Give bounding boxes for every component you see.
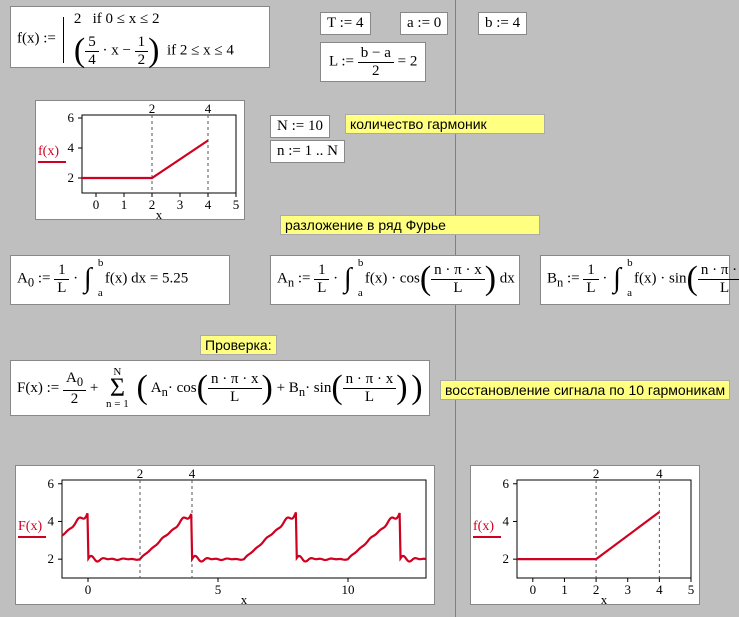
svg-text:x: x — [156, 207, 163, 221]
param-b: b := 4 — [478, 12, 527, 35]
svg-text:2: 2 — [149, 197, 156, 212]
svg-text:4: 4 — [48, 513, 55, 528]
svg-text:4: 4 — [656, 466, 663, 481]
svg-text:10: 10 — [342, 582, 355, 597]
eq-An: An := 1L · ∫ba f(x) · cos(n · π · xL) dx — [270, 255, 520, 305]
param-a: a := 0 — [400, 12, 448, 35]
eq-A0: A0 := 1L · ∫ba f(x) dx = 5.25 — [10, 255, 230, 305]
svg-text:0: 0 — [85, 582, 92, 597]
svg-text:2: 2 — [68, 170, 75, 185]
label-fourier: разложение в ряд Фурье — [280, 215, 540, 235]
vertical-divider — [455, 0, 456, 617]
svg-text:3: 3 — [177, 197, 184, 212]
svg-text:6: 6 — [503, 476, 510, 491]
param-T: T := 4 — [320, 12, 371, 35]
param-L: L := b − a2 = 2 — [320, 42, 426, 82]
param-n: n := 1 .. N — [270, 140, 345, 163]
svg-text:x: x — [241, 592, 248, 606]
svg-text:4: 4 — [503, 513, 510, 528]
plot-fx-copy: 24601234524xf(x) — [470, 465, 700, 605]
svg-text:2: 2 — [503, 551, 510, 566]
fx-definition: f(x) := 2 if 0 ≤ x ≤ 2 (54 · x − 12) if … — [10, 6, 270, 68]
label-recon: восстановление сигнала по 10 гармоникам — [440, 380, 730, 400]
svg-text:5: 5 — [688, 582, 695, 597]
svg-text:x: x — [601, 592, 608, 606]
fx-row2-cond: if 2 ≤ x ≤ 4 — [167, 42, 234, 58]
bracket — [63, 17, 64, 63]
svg-text:5: 5 — [233, 197, 240, 212]
fx-row1-val: 2 — [74, 11, 82, 27]
fx-2: 2 — [135, 52, 149, 69]
svg-text:1: 1 — [121, 197, 128, 212]
svg-text:6: 6 — [68, 110, 75, 125]
svg-text:4: 4 — [656, 582, 663, 597]
label-check: Проверка: — [200, 335, 277, 355]
fx-1: 1 — [135, 34, 149, 52]
plot-fx: 24601234524xf(x) — [35, 100, 245, 220]
svg-text:0: 0 — [93, 197, 100, 212]
fx-4: 4 — [85, 52, 99, 69]
svg-text:0: 0 — [530, 582, 537, 597]
fx-5: 5 — [85, 34, 99, 52]
svg-text:5: 5 — [215, 582, 222, 597]
plot-Fx-wide: 246051024xF(x) — [15, 465, 435, 605]
svg-text:4: 4 — [68, 140, 75, 155]
eq-Bn: Bn := 1L · ∫ba f(x) · sin(n · π · xL) dx — [540, 255, 730, 305]
svg-text:2: 2 — [593, 582, 600, 597]
svg-text:2: 2 — [593, 466, 600, 481]
svg-text:2: 2 — [137, 466, 144, 481]
param-N: N := 10 — [270, 115, 330, 138]
label-harmonics: количество гармоник — [345, 114, 545, 134]
svg-text:4: 4 — [205, 101, 212, 116]
svg-text:2: 2 — [149, 101, 156, 116]
svg-text:4: 4 — [189, 466, 196, 481]
svg-text:6: 6 — [48, 476, 55, 491]
eq-Fx: F(x) := A02 + NΣn = 1 ( An· cos(n · π · … — [10, 360, 430, 416]
svg-text:2: 2 — [48, 551, 55, 566]
fx-xminus: · x − — [102, 42, 130, 58]
fx-lhs: f(x) := — [17, 31, 56, 47]
svg-text:1: 1 — [561, 582, 568, 597]
svg-text:3: 3 — [624, 582, 631, 597]
svg-text:4: 4 — [205, 197, 212, 212]
fx-row1-cond: if 0 ≤ x ≤ 2 — [93, 11, 160, 27]
